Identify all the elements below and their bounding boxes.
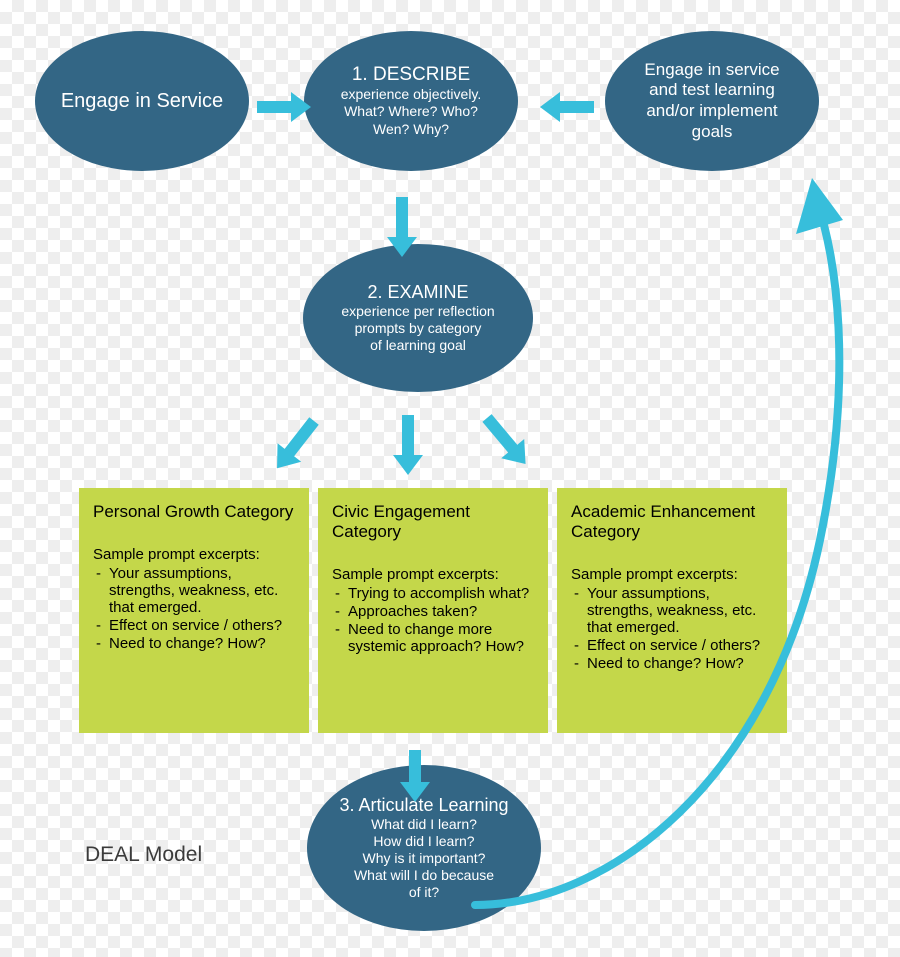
curve-arrow: [0, 0, 900, 957]
